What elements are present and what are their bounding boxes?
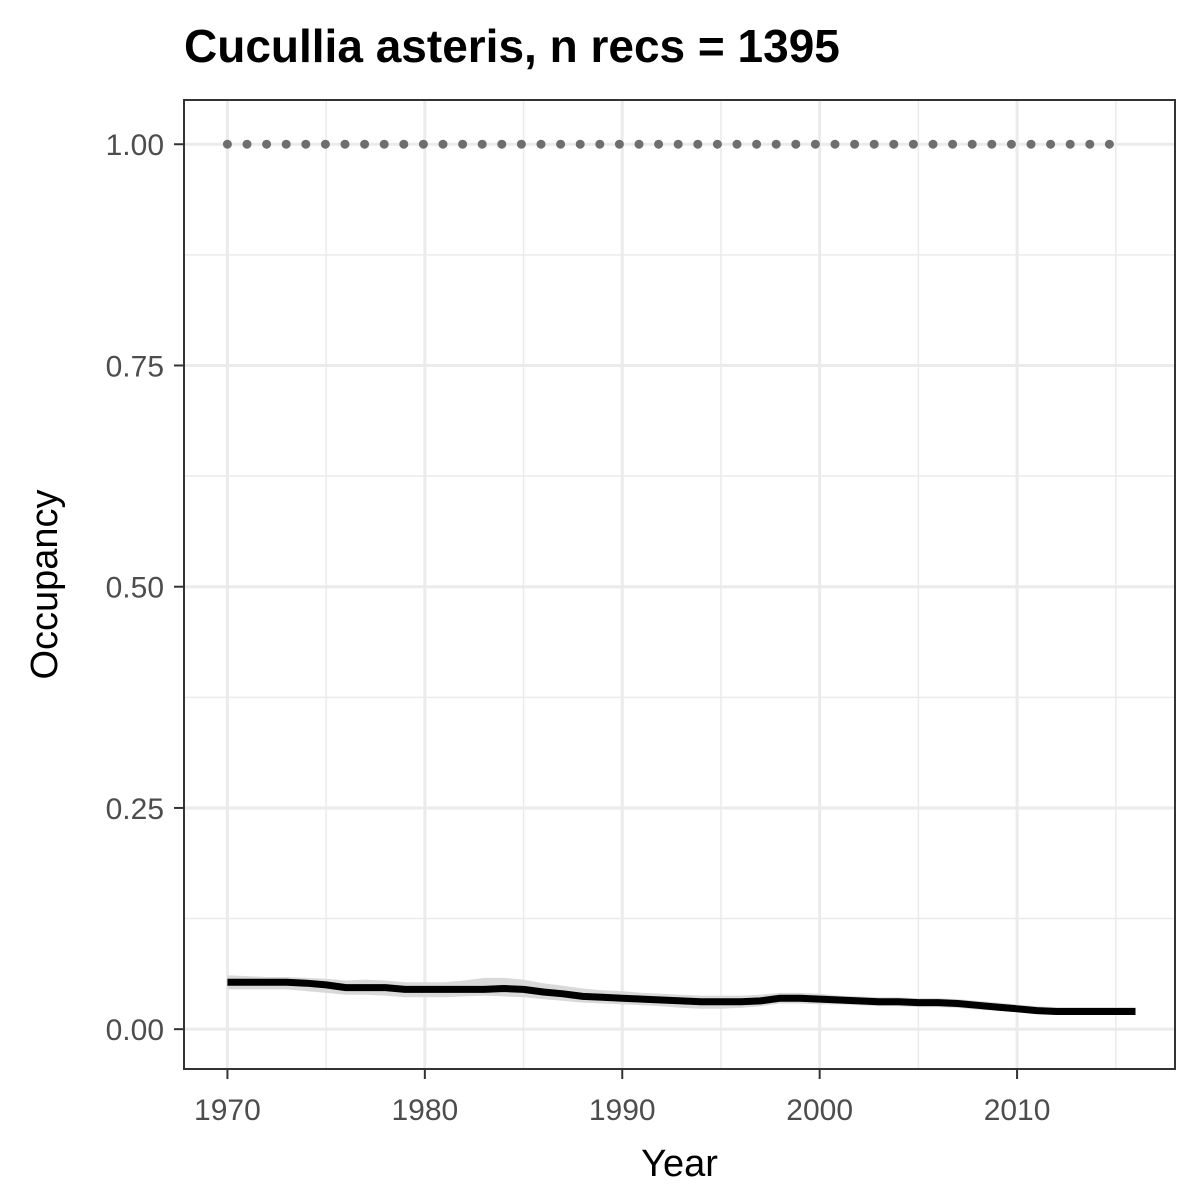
plot-panel — [184, 100, 1175, 1069]
x-tick-label: 1990 — [589, 1094, 656, 1127]
x-axis-title: Year — [641, 1143, 718, 1185]
y-axis: 0.00 0.25 0.50 0.75 1.00 — [106, 129, 184, 1047]
panel-border — [183, 99, 1176, 1070]
chart-title: Cucullia asteris, n recs = 1395 — [184, 20, 840, 72]
x-axis: 1970 1980 1990 2000 2010 — [194, 1069, 1050, 1127]
y-tick-label: 0.75 — [106, 350, 164, 383]
x-tick-label: 2010 — [984, 1094, 1051, 1127]
y-tick-label: 1.00 — [106, 129, 164, 162]
x-tick-label: 1980 — [391, 1094, 458, 1127]
grid-minor — [184, 100, 1175, 1069]
y-axis-title: Occupancy — [24, 489, 66, 679]
y-tick-label: 0.00 — [106, 1014, 164, 1047]
x-tick-label: 1970 — [194, 1094, 261, 1127]
x-tick-label: 2000 — [786, 1094, 853, 1127]
y-tick-label: 0.50 — [106, 572, 164, 605]
y-tick-label: 0.25 — [106, 793, 164, 826]
occupancy-mean-line — [227, 978, 1136, 1015]
series-layer — [222, 139, 1136, 1015]
